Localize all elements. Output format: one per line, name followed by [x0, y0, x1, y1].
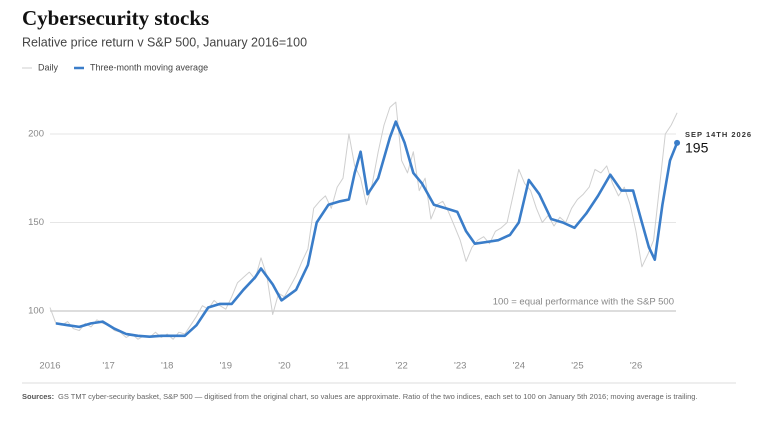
chart-subtitle: Relative price return v S&P 500, January… [22, 35, 307, 49]
x-tick-label: '19 [220, 361, 232, 372]
source-label: Sources: [22, 392, 54, 401]
x-tick-label: '25 [571, 361, 583, 372]
x-tick-label: '17 [102, 361, 114, 372]
x-tick-label: '21 [337, 361, 349, 372]
source-text: GS TMT cyber-security basket, S&P 500 — … [58, 392, 698, 401]
end-dot [674, 139, 681, 146]
x-tick-label: 2016 [39, 361, 60, 372]
end-date: SEP 14TH 2026 [685, 130, 752, 139]
end-value: 195 [685, 140, 709, 156]
average-line [55, 120, 679, 338]
y-tick-label: 100 [28, 306, 44, 317]
x-tick-label: '24 [513, 361, 525, 372]
reference-label: 100 = equal performance with the S&P 500 [493, 297, 674, 308]
x-tick-label: '18 [161, 361, 173, 372]
chart-title: Cybersecurity stocks [22, 6, 209, 30]
y-tick-label: 150 [28, 217, 44, 228]
x-tick-label: '20 [278, 361, 290, 372]
x-tick-label: '23 [454, 361, 466, 372]
x-tick-label: '26 [630, 361, 642, 372]
y-tick-label: 200 [28, 129, 44, 140]
legend-label: Three-month moving average [90, 62, 208, 72]
legend-label: Daily [38, 62, 59, 72]
x-tick-label: '22 [395, 361, 407, 372]
daily-line [49, 101, 678, 340]
